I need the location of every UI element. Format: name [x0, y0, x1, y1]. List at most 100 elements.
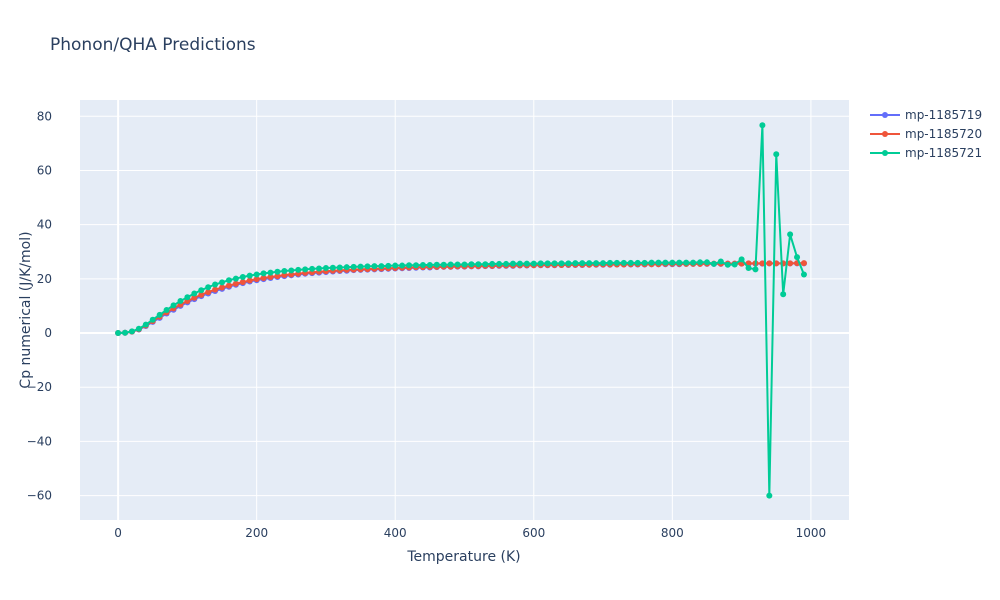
legend-label: mp-1185720: [905, 127, 982, 141]
data-point: [724, 261, 731, 268]
series-mp-1185721: [115, 122, 807, 499]
x-tick-labels: 0 200 400 600 800 1000: [114, 526, 826, 540]
data-point: [482, 261, 489, 268]
y-tick-label: −60: [27, 489, 52, 503]
data-point: [489, 260, 496, 267]
y-tick-label: 40: [37, 218, 52, 232]
data-point: [794, 254, 801, 261]
data-point: [246, 272, 253, 279]
data-point: [281, 267, 288, 274]
data-point: [378, 263, 385, 270]
data-point: [302, 266, 309, 273]
x-tick-label: 600: [522, 526, 545, 540]
data-point: [198, 291, 205, 298]
data-point: [676, 259, 683, 266]
data-point: [246, 277, 253, 284]
legend-marker: [882, 150, 888, 156]
data-point: [697, 259, 704, 266]
y-tick-label: 20: [37, 272, 52, 286]
data-point: [413, 262, 420, 269]
legend-marker: [882, 131, 888, 137]
data-point: [343, 264, 350, 271]
data-point: [537, 260, 544, 267]
data-point: [184, 294, 191, 301]
data-point: [586, 260, 593, 267]
x-tick-label: 0: [114, 526, 122, 540]
x-tick-label: 200: [245, 526, 268, 540]
data-point: [191, 290, 198, 297]
data-point: [759, 260, 766, 267]
data-point: [738, 256, 745, 263]
data-point: [232, 275, 239, 282]
y-tick-label: 60: [37, 163, 52, 177]
data-point: [496, 260, 503, 267]
series-line: [118, 262, 804, 335]
data-point: [212, 286, 219, 293]
legend-marker: [882, 112, 888, 118]
data-point: [468, 261, 475, 268]
data-point: [600, 260, 607, 267]
data-point: [800, 271, 807, 278]
data-point: [309, 265, 316, 272]
data-point: [170, 302, 177, 309]
y-axis-title: Cp numerical (J/K/mol): [18, 231, 34, 388]
data-point: [516, 260, 523, 267]
data-point: [690, 259, 697, 266]
legend-item[interactable]: mp-1185719: [870, 108, 982, 122]
data-point: [530, 260, 537, 267]
data-point: [225, 282, 232, 289]
data-point: [253, 276, 260, 283]
data-point: [787, 231, 794, 238]
data-point: [239, 279, 246, 286]
legend[interactable]: mp-1185719 mp-1185720 mp-1185721: [870, 108, 982, 160]
data-point: [212, 281, 219, 288]
data-point: [766, 260, 773, 267]
legend-item[interactable]: mp-1185720: [870, 127, 982, 141]
data-point: [163, 307, 170, 313]
legend-item[interactable]: mp-1185721: [870, 146, 982, 160]
chart-title: Phonon/QHA Predictions: [50, 35, 256, 55]
data-point: [128, 328, 135, 335]
data-point: [364, 263, 371, 270]
data-point: [336, 264, 343, 271]
data-point: [683, 259, 690, 266]
data-point: [274, 268, 281, 275]
data-point: [260, 270, 267, 277]
data-point: [260, 275, 267, 282]
data-point: [392, 262, 399, 269]
data-point: [620, 259, 627, 266]
y-gridlines: [80, 115, 849, 497]
data-point: [648, 259, 655, 266]
data-point: [232, 280, 239, 287]
data-point: [316, 265, 323, 272]
series-line: [118, 125, 805, 496]
data-point: [322, 265, 329, 271]
data-point: [641, 259, 648, 266]
data-point: [274, 273, 281, 280]
data-point: [509, 260, 516, 267]
data-point: [406, 262, 413, 269]
data-point: [267, 269, 274, 276]
data-point: [662, 259, 669, 266]
data-point: [350, 263, 357, 270]
data-point: [447, 261, 454, 268]
data-point: [149, 316, 156, 323]
data-point: [579, 260, 586, 267]
data-point: [655, 259, 662, 266]
y-tick-label: 0: [44, 326, 52, 340]
data-point: [703, 259, 710, 266]
data-point: [288, 267, 295, 274]
data-point: [419, 262, 426, 269]
legend-label: mp-1185719: [905, 108, 982, 122]
data-point: [115, 330, 122, 337]
data-point: [759, 122, 766, 129]
data-point: [253, 271, 260, 278]
data-point: [606, 259, 613, 266]
y-tick-label: 80: [37, 109, 52, 123]
data-point: [544, 260, 551, 267]
y-tick-label: −20: [27, 380, 52, 394]
data-point: [371, 263, 378, 270]
data-point: [225, 277, 232, 284]
data-point: [329, 264, 336, 271]
data-point: [780, 291, 787, 298]
